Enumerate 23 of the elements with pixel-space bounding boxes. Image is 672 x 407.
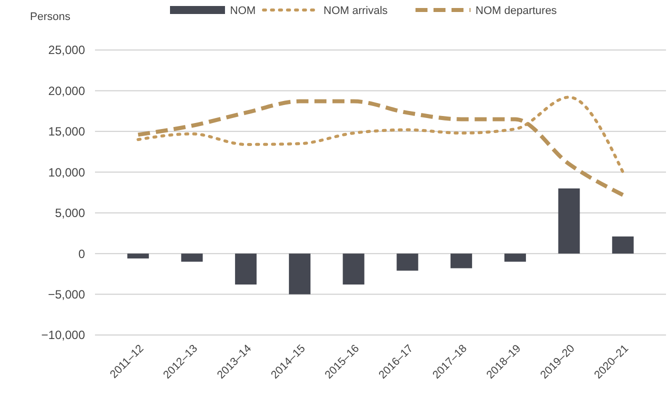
y-axis-title: Persons (30, 11, 71, 23)
y-tick-label: −5,000 (48, 287, 86, 302)
y-tick-label: −10,000 (41, 328, 86, 342)
y-tick-label: 20,000 (48, 84, 86, 98)
bar (288, 254, 310, 294)
bar (181, 254, 203, 262)
bar (612, 236, 634, 254)
bar (396, 254, 418, 271)
legend-label: NOM departures (476, 4, 558, 17)
bar (558, 188, 580, 254)
bar (342, 254, 364, 285)
legend-label: NOM (230, 4, 256, 17)
legend-label: NOM arrivals (324, 4, 388, 17)
bar (450, 254, 472, 268)
bar (127, 254, 149, 258)
y-tick-label: 10,000 (48, 165, 86, 180)
bar (235, 254, 257, 285)
y-tick-label: 5,000 (54, 206, 86, 220)
bar (504, 254, 526, 262)
y-tick-label: 15,000 (48, 124, 86, 139)
line-series (136, 99, 625, 197)
y-tick-label: 25,000 (48, 43, 86, 58)
y-tick-label: 0 (78, 246, 86, 261)
